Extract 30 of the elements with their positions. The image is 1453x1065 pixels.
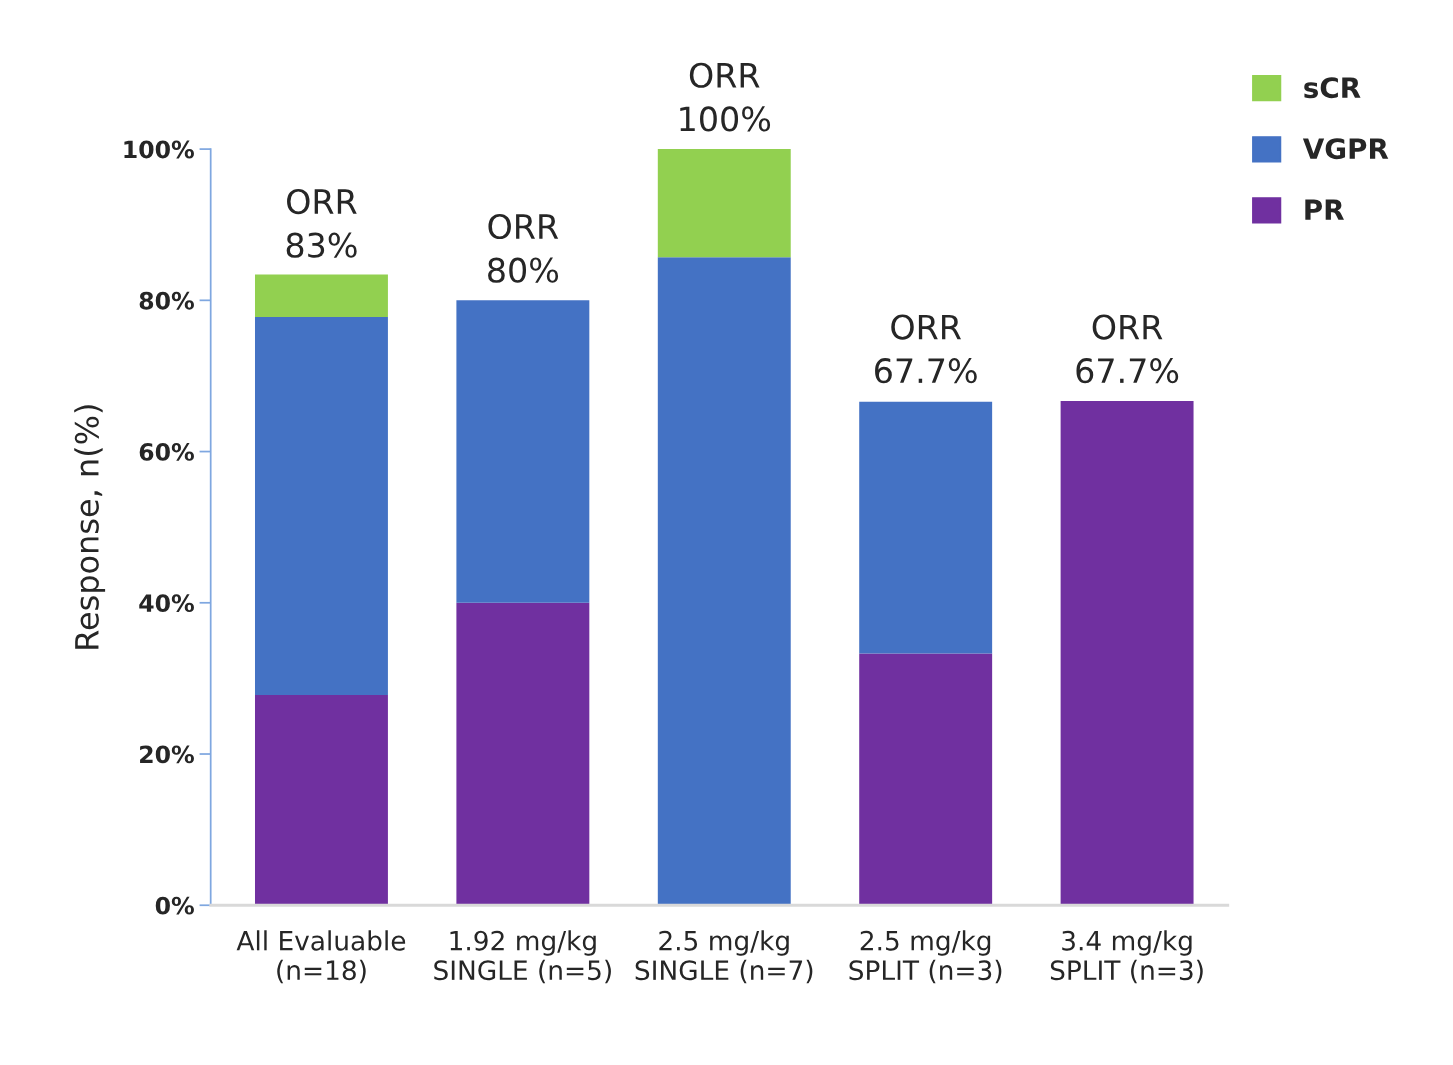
annotation: ORR 67.7%: [875, 314, 977, 384]
bar: [254, 316, 388, 696]
legend-label: PR: [1305, 199, 1344, 220]
y-tick-label: 100%: [124, 140, 194, 159]
y-tick-label: 0%: [155, 896, 194, 915]
bar: [254, 695, 388, 906]
y-tick-label: 40%: [139, 594, 194, 613]
bar: [456, 300, 590, 603]
bar: [657, 149, 791, 258]
y-tick-label: 20%: [140, 745, 194, 764]
y-tick-label: 80%: [139, 291, 194, 310]
bar: [254, 274, 388, 317]
x-tick-label: 2.5 mg/kg SINGLE (n=7): [635, 930, 813, 984]
bar: [1060, 400, 1194, 906]
annotation: ORR 100%: [680, 62, 771, 132]
y-tick-label: 60%: [139, 443, 194, 461]
bar: [859, 653, 993, 906]
y-axis-title: Response, n(%): [74, 405, 106, 649]
annotation: ORR 67.7%: [1076, 314, 1179, 384]
x-tick-label: 2.5 mg/kg SPLIT (n=3): [849, 930, 1002, 984]
bar: [456, 602, 590, 906]
legend-label: sCR: [1304, 77, 1361, 99]
x-tick-label: 3.4 mg/kg SPLIT (n=3): [1050, 930, 1203, 984]
x-tick-label: All Evaluable (n=18): [236, 930, 406, 984]
legend-label: VGPR: [1302, 138, 1389, 160]
x-tick-label: 1.92 mg/kg SINGLE (n=5): [434, 930, 611, 984]
annotation: ORR 80%: [488, 213, 559, 283]
bar: [657, 257, 791, 906]
bar: [859, 401, 993, 654]
annotation: ORR 83%: [286, 188, 357, 258]
